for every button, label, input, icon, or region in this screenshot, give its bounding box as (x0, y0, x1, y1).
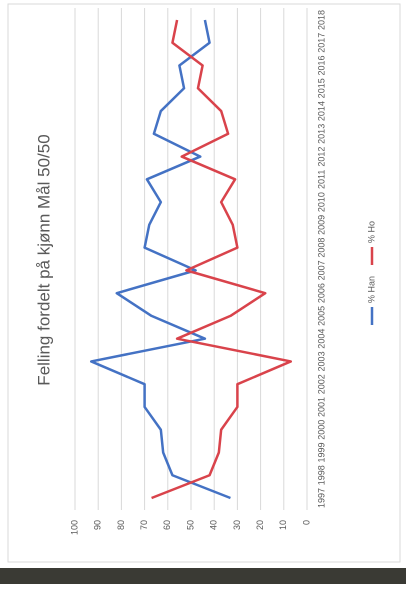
x-tick-label: 2011 (316, 170, 326, 189)
x-tick-label: 2018 (316, 10, 326, 30)
y-tick-label: 30 (232, 520, 242, 530)
x-tick-label: 2000 (316, 420, 326, 440)
x-tick-label: 2003 (316, 351, 326, 371)
x-tick-label: 2009 (316, 215, 326, 235)
x-tick-label: 2004 (316, 329, 326, 349)
x-tick-label: 2008 (316, 238, 326, 258)
x-tick-label: 2005 (316, 306, 326, 326)
series-line (89, 19, 231, 500)
y-tick-label: 40 (209, 520, 219, 530)
x-tick-label: 2001 (316, 397, 326, 417)
chart-title: Felling fordelt på kjønn Mål 50/50 (34, 134, 53, 385)
y-tick-label: 100 (69, 520, 79, 535)
y-tick-label: 70 (139, 520, 149, 530)
y-tick-label: 20 (255, 520, 265, 530)
x-tick-label: 1998 (316, 465, 326, 485)
series-line (151, 19, 293, 500)
y-tick-label: 10 (278, 520, 288, 530)
x-tick-label: 2013 (316, 124, 326, 144)
x-tick-label: 2007 (316, 260, 326, 280)
x-tick-label: 1999 (316, 442, 326, 462)
x-tick-label: 2010 (316, 192, 326, 212)
x-tick-label: 2002 (316, 374, 326, 394)
legend-label: % Ho (366, 221, 376, 243)
legend-label: % Han (366, 276, 376, 303)
x-tick-label: 2012 (316, 147, 326, 167)
y-tick-label: 80 (116, 520, 126, 530)
x-tick-label: 2014 (316, 101, 326, 121)
x-tick-label: 2006 (316, 283, 326, 303)
x-tick-label: 2015 (316, 78, 326, 98)
y-tick-label: 60 (162, 520, 172, 530)
y-tick-label: 0 (301, 520, 311, 525)
y-tick-label: 50 (185, 520, 195, 530)
chart-panel (7, 3, 401, 563)
x-tick-label: 1997 (316, 488, 326, 508)
rotated-chart: Felling fordelt på kjønn Mål 50/50 0 10 20… (34, 8, 376, 535)
x-tick-label: 2016 (316, 56, 326, 76)
x-tick-label: 2017 (316, 33, 326, 53)
y-tick-label: 90 (93, 520, 103, 530)
photo-strip (0, 568, 406, 584)
